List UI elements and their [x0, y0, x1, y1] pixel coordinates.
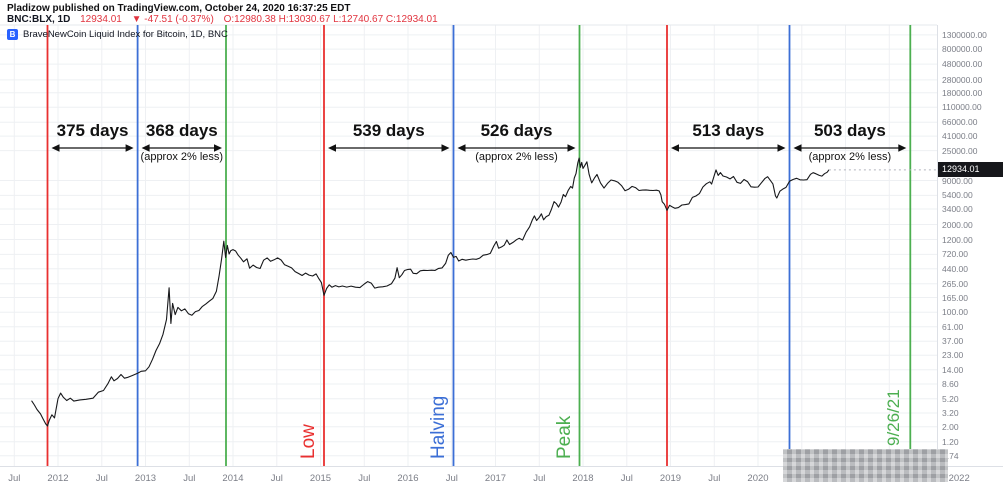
price-axis-label: 100.00	[942, 307, 968, 318]
arrowhead-left	[793, 144, 802, 152]
time-axis-label: Jul	[270, 473, 283, 484]
price-axis-label: 440.00	[942, 263, 968, 274]
price-axis-label: 41000.00	[942, 131, 978, 142]
time-axis-label: 2022	[948, 473, 970, 484]
arrowhead-right	[567, 144, 576, 152]
price-axis-label: 2.00	[942, 421, 959, 432]
time-axis-label: Jul	[358, 473, 371, 484]
time-axis-label: 2014	[222, 473, 244, 484]
price-axis-label: 3400.00	[942, 204, 973, 214]
price-axis-label: 800000.00	[942, 44, 983, 55]
symbol-name: BNC:BLX, 1D	[7, 14, 71, 25]
price-axis[interactable]: 12934.01 1300000.00 800000.00 480000.00 280…	[937, 25, 1003, 466]
time-axis-label: 2016	[397, 473, 419, 484]
price-axis-label: 265.00	[942, 278, 968, 289]
arrowhead-right	[441, 144, 450, 152]
symbol-row: BNC:BLX, 1D 12934.01 ▼ -47.51 (-0.37%) O…	[7, 14, 445, 25]
price-axis-label: 14.00	[942, 364, 964, 375]
arrowhead-left	[51, 144, 60, 152]
price-axis-label: 37.00	[942, 336, 964, 347]
price-axis-label: 66000.00	[942, 117, 978, 128]
arrowhead-left	[141, 144, 150, 152]
arrowhead-left	[457, 144, 466, 152]
arrowhead-right	[898, 144, 907, 152]
price-change-text: ▼ -47.51 (-0.37%)	[131, 14, 214, 25]
time-axis-label: Jul	[8, 473, 21, 484]
price-axis-label: 9000.00	[942, 175, 973, 186]
time-axis-label: Jul	[183, 473, 196, 484]
price-axis-label: 3.20	[942, 408, 959, 418]
time-axis-label: Jul	[708, 473, 721, 484]
price-axis-label: 165.00	[942, 292, 968, 303]
time-axis-label: 2017	[484, 473, 507, 484]
price-axis-label: 180000.00	[942, 87, 983, 98]
price-axis-label: 280000.00	[942, 74, 983, 85]
price-axis-label: 5400.00	[942, 190, 973, 201]
time-axis-label: Jul	[533, 473, 546, 484]
price-axis-label: 2000.00	[942, 219, 973, 230]
time-axis-label: 2012	[47, 473, 69, 484]
bnc-logo-icon: B	[7, 29, 18, 40]
last-price-tag: 12934.01	[938, 162, 1003, 178]
arrowhead-right	[125, 144, 134, 152]
price-axis-label: 1200.00	[942, 234, 973, 245]
price-axis-label: 1300000.00	[942, 29, 987, 40]
time-axis-label: 2015	[309, 473, 332, 484]
arrowhead-left	[328, 144, 336, 152]
price-axis-label: 0.74	[942, 450, 959, 461]
blurred-region	[783, 449, 948, 482]
time-axis-label: Jul	[95, 473, 108, 484]
price-axis-label: 8.60	[942, 379, 959, 389]
price-axis-label: 480000.00	[942, 59, 983, 70]
last-price-text: 12934.01	[80, 14, 122, 25]
price-axis-label: 1.20	[942, 436, 959, 447]
ohlc-values: O:12980.38 H:13030.67 L:12740.67 C:12934…	[223, 14, 438, 25]
price-axis-label: 25000.00	[942, 145, 978, 156]
time-axis-label: 2019	[659, 473, 682, 484]
chart-title: BraveNewCoin Liquid Index for Bitcoin, 1…	[23, 29, 228, 40]
arrowhead-right	[777, 144, 786, 152]
price-axis-label: 110000.00	[942, 102, 982, 113]
price-axis-label: 23.00	[942, 350, 964, 361]
arrowhead-left	[671, 144, 679, 152]
arrowhead-right	[214, 144, 222, 152]
price-axis-label: 720.00	[942, 249, 968, 260]
price-axis-label: 61.00	[942, 321, 964, 332]
price-axis-label: 5.20	[942, 393, 959, 404]
time-axis-label: 2020	[747, 473, 769, 484]
time-axis[interactable]: Jul 2012 Jul 2013 Jul 2014 Jul 2015 Jul 2016 Jul 20…	[0, 466, 1003, 498]
time-axis-label: Jul	[620, 473, 633, 484]
published-line: Pladizow published on TradingView.com, O…	[7, 3, 351, 14]
time-axis-label: Jul	[445, 473, 458, 484]
time-axis-label: 2018	[572, 473, 594, 484]
price-line	[31, 157, 830, 427]
time-axis-label: 2013	[134, 473, 157, 484]
chart-legend: B BraveNewCoin Liquid Index for Bitcoin,…	[7, 29, 228, 40]
